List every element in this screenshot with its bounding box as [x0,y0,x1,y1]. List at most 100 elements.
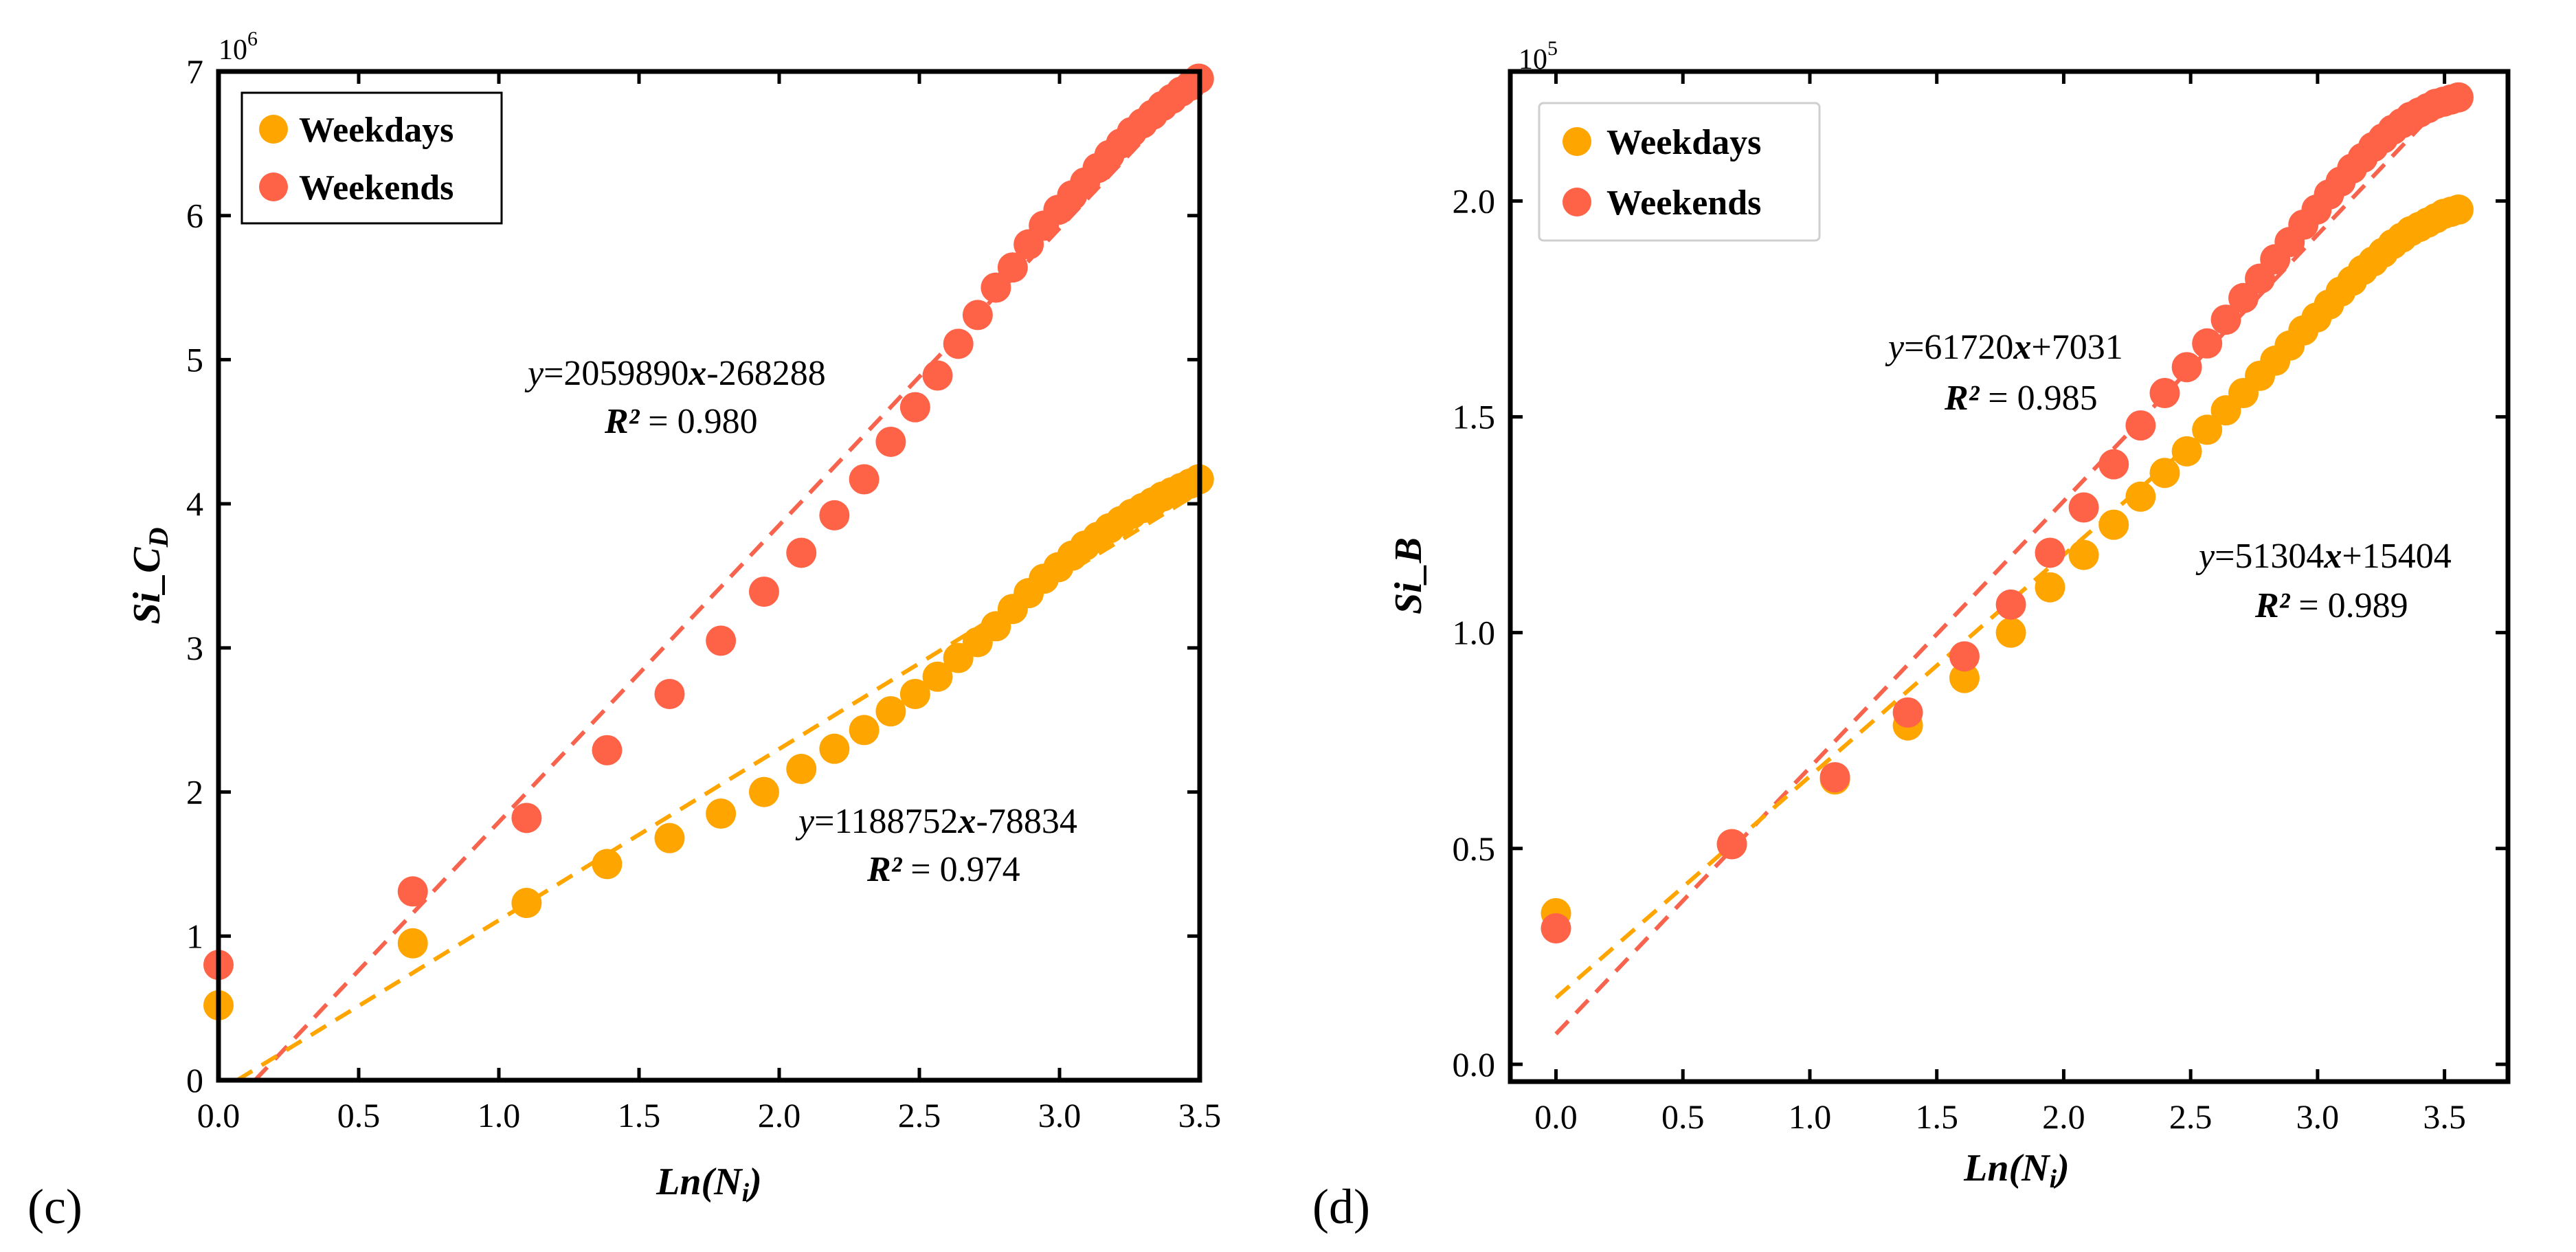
panel-label-d: (d) [1312,1179,1370,1234]
point-weekends [997,252,1028,283]
fit-equation-weekends: y=61720x+7031 [1885,328,2123,367]
y-tick-label: 0.5 [1453,829,1496,868]
point-weekdays [1949,662,1980,693]
point-weekends [1819,762,1850,793]
point-weekends [899,392,930,423]
point-weekends [1892,697,1923,728]
point-weekends [875,426,906,457]
point-weekdays [706,798,737,829]
point-weekends [706,625,737,656]
legend-marker-weekends [259,172,288,201]
plot-frame [1508,69,2511,1084]
point-weekends [2192,328,2223,359]
point-weekdays [2068,539,2099,570]
x-tick-label: 2.0 [2042,1097,2085,1136]
x-tick-label: 1.0 [478,1096,521,1134]
y-axis-exponent: 106 [219,27,258,66]
point-weekends [981,272,1011,303]
point-weekdays [849,715,880,746]
x-tick-label: 0.0 [197,1096,240,1134]
point-weekends [654,678,685,709]
fit-line-weekdays [1554,420,2218,1000]
fit-equation-weekends: y=2059890x-268288 [524,354,826,393]
x-tick-label: 2.5 [2169,1097,2213,1136]
y-tick-label: 4 [186,484,203,523]
fit-r2-weekends: R² = 0.985 [1944,379,2098,418]
point-weekdays [899,678,930,709]
point-weekends [592,735,623,765]
legend-label-weekdays: Weekdays [299,111,453,150]
x-tick-label: 3.0 [2296,1097,2340,1136]
legend: Weekdays Weekends [1538,102,1821,242]
y-tick-label: 3 [186,629,203,667]
y-tick-label: 1.5 [1453,398,1496,436]
scatter-points [1541,82,2474,943]
x-tick-label: 1.5 [1915,1097,1958,1136]
point-weekdays [786,754,817,785]
point-weekdays [397,928,428,959]
point-weekdays [875,696,906,727]
fit-equation-weekdays: y=51304x+15404 [2195,537,2452,576]
y-axis-label: Si_CD [126,528,174,625]
legend-label-weekends: Weekends [299,168,453,208]
y-tick-label: 1.0 [1453,614,1496,652]
point-weekdays [592,849,623,880]
x-axis-label: Ln(Ni) [1963,1147,2070,1194]
legend-box [240,91,503,225]
point-weekdays [2443,194,2474,225]
point-weekdays [2149,458,2180,489]
point-weekdays [922,661,953,692]
legend-label-weekends: Weekends [1606,183,1761,223]
point-weekends [2443,82,2474,113]
point-weekdays [748,776,779,807]
y-tick-label: 7 [186,52,203,91]
point-weekends [786,537,817,568]
x-tick-label: 3.5 [2423,1097,2466,1136]
chart-panel-d: 0.0 0.5 1.0 1.5 2.0 2.5 3.0 3.50.00.51.01.52.0 … [1312,37,2511,1234]
point-weekdays [2192,414,2223,445]
x-tick-label: 1.5 [618,1096,661,1134]
panel-label-c: (c) [27,1179,82,1234]
point-weekdays [2098,509,2129,540]
point-weekends [922,360,953,391]
point-weekends [748,577,779,607]
y-tick-label: 0.0 [1453,1045,1496,1084]
x-axis-label: Ln(Ni) [656,1161,762,1207]
fit-line-weekends [1554,100,2446,1036]
point-weekends [943,328,974,359]
legend: Weekdays Weekends [240,91,503,225]
point-weekdays [654,823,685,853]
point-weekends [2098,449,2129,480]
x-tick-label: 0.0 [1534,1097,1578,1136]
point-weekends [1995,589,2026,620]
point-weekends [962,300,993,331]
point-weekdays [2171,436,2202,467]
y-tick-label: 2.0 [1453,181,1496,220]
y-tick-label: 1 [186,917,203,955]
legend-label-weekdays: Weekdays [1606,123,1761,162]
point-weekends [2125,410,2156,441]
y-tick-label: 0 [186,1061,203,1099]
fit-equation-weekdays: y=1188752x-78834 [795,802,1077,841]
y-axis-exponent: 105 [1519,37,1558,76]
y-tick-label: 2 [186,773,203,812]
axis-ticks: 0.0 0.5 1.0 1.5 2.0 2.5 3.0 3.5 0 1 2 3 4 5 6 7 [186,52,1221,1134]
point-weekends [1541,913,1571,943]
y-tick-label: 5 [186,340,203,379]
point-weekdays [511,888,542,919]
legend-box [1538,102,1821,242]
point-weekends [511,803,542,834]
x-tick-label: 1.0 [1789,1097,1832,1136]
x-tick-label: 3.5 [1178,1096,1222,1134]
x-tick-label: 0.5 [337,1096,381,1134]
point-weekends [1716,829,1747,860]
point-weekends [2171,352,2202,383]
legend-marker-weekends [1563,188,1591,216]
point-weekdays [1995,617,2026,648]
fit-r2-weekdays: R² = 0.989 [2254,586,2408,625]
legend-marker-weekdays [259,115,288,144]
point-weekends [849,464,880,495]
x-tick-label: 3.0 [1038,1096,1082,1134]
point-weekends [819,500,850,530]
